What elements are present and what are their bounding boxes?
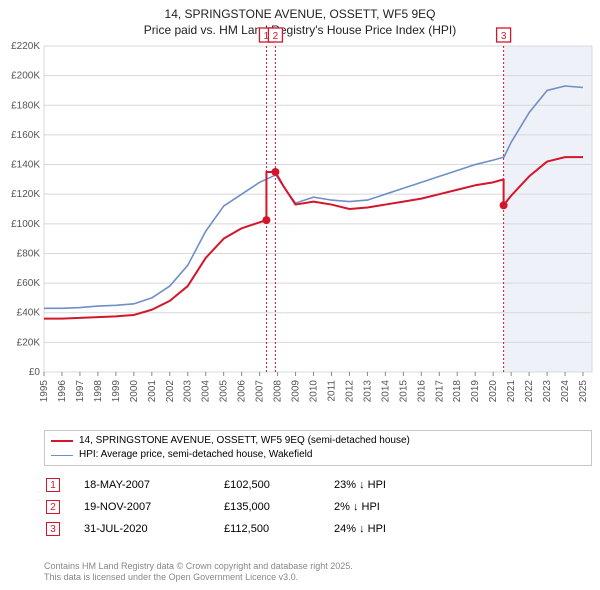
attribution-line2: This data is licensed under the Open Gov…: [44, 572, 353, 584]
svg-text:£120K: £120K: [11, 189, 40, 200]
sale-event-row: 3 31-JUL-2020£112,50024% ↓ HPI: [46, 518, 454, 540]
sale-event-row: 2 19-NOV-2007£135,0002% ↓ HPI: [46, 496, 454, 518]
svg-text:£40K: £40K: [17, 308, 41, 319]
svg-text:£20K: £20K: [17, 337, 41, 348]
svg-text:2018: 2018: [452, 380, 463, 403]
legend-row: HPI: Average price, semi-detached house,…: [51, 448, 585, 462]
svg-text:2007: 2007: [255, 380, 266, 403]
svg-text:2015: 2015: [398, 380, 409, 403]
svg-text:£100K: £100K: [11, 219, 40, 230]
svg-text:2019: 2019: [470, 380, 481, 403]
legend: 14, SPRINGSTONE AVENUE, OSSETT, WF5 9EQ …: [44, 430, 592, 466]
event-delta: 2% ↓ HPI: [334, 501, 454, 513]
event-marker: 1: [46, 478, 60, 492]
event-delta: 23% ↓ HPI: [334, 479, 454, 491]
svg-text:1997: 1997: [75, 380, 86, 403]
svg-text:2013: 2013: [362, 380, 373, 403]
svg-text:2004: 2004: [201, 380, 212, 403]
svg-text:1999: 1999: [111, 380, 122, 403]
svg-text:2011: 2011: [326, 380, 337, 402]
svg-text:£60K: £60K: [17, 278, 41, 289]
svg-text:2003: 2003: [183, 380, 194, 403]
sale-event-row: 1 18-MAY-2007£102,50023% ↓ HPI: [46, 474, 454, 496]
event-marker: 3: [46, 522, 60, 536]
svg-text:£80K: £80K: [17, 248, 41, 259]
svg-text:£180K: £180K: [11, 100, 40, 111]
svg-text:1995: 1995: [39, 380, 50, 403]
svg-text:2020: 2020: [488, 380, 499, 403]
event-date: 19-NOV-2007: [84, 501, 224, 513]
event-delta: 24% ↓ HPI: [334, 523, 454, 535]
svg-text:1996: 1996: [57, 380, 68, 403]
svg-text:1998: 1998: [93, 380, 104, 403]
event-date: 18-MAY-2007: [84, 479, 224, 491]
attribution: Contains HM Land Registry data © Crown c…: [44, 561, 353, 584]
svg-text:2: 2: [273, 31, 279, 42]
svg-text:£200K: £200K: [11, 71, 40, 82]
event-price: £112,500: [224, 523, 334, 535]
legend-label: 14, SPRINGSTONE AVENUE, OSSETT, WF5 9EQ …: [79, 434, 410, 448]
price-chart: £0 £20K £40K £60K £80K £100K £120K £140K £160K £1…: [0, 0, 600, 420]
svg-text:2021: 2021: [506, 380, 517, 403]
event-price: £102,500: [224, 479, 334, 491]
svg-text:2002: 2002: [165, 380, 176, 403]
svg-text:£160K: £160K: [11, 130, 40, 141]
sales-events-table: 1 18-MAY-2007£102,50023% ↓ HPI 2 19-NOV-200…: [46, 474, 454, 540]
svg-text:2000: 2000: [129, 380, 140, 403]
svg-text:3: 3: [501, 31, 507, 42]
svg-text:2022: 2022: [524, 380, 535, 403]
svg-text:£220K: £220K: [11, 41, 40, 52]
attribution-line1: Contains HM Land Registry data © Crown c…: [44, 561, 353, 573]
svg-text:2006: 2006: [237, 380, 248, 403]
svg-text:£0: £0: [29, 367, 41, 378]
svg-text:2024: 2024: [560, 380, 571, 403]
legend-swatch: [51, 440, 73, 442]
svg-text:2012: 2012: [344, 380, 355, 403]
svg-text:2009: 2009: [291, 380, 302, 403]
svg-text:£140K: £140K: [11, 160, 40, 171]
svg-text:2014: 2014: [380, 380, 391, 403]
event-price: £135,000: [224, 501, 334, 513]
svg-text:2005: 2005: [219, 380, 230, 403]
svg-text:2016: 2016: [416, 380, 427, 403]
legend-row: 14, SPRINGSTONE AVENUE, OSSETT, WF5 9EQ …: [51, 434, 585, 448]
svg-text:2010: 2010: [309, 380, 320, 403]
legend-swatch: [51, 455, 73, 456]
svg-text:2017: 2017: [434, 380, 445, 403]
event-marker: 2: [46, 500, 60, 514]
chart-container: 14, SPRINGSTONE AVENUE, OSSETT, WF5 9EQ …: [0, 0, 600, 590]
svg-text:2001: 2001: [147, 380, 158, 403]
svg-text:2023: 2023: [542, 380, 553, 403]
svg-text:2025: 2025: [578, 380, 589, 403]
svg-text:2008: 2008: [273, 380, 284, 403]
event-date: 31-JUL-2020: [84, 523, 224, 535]
legend-label: HPI: Average price, semi-detached house,…: [79, 448, 312, 462]
